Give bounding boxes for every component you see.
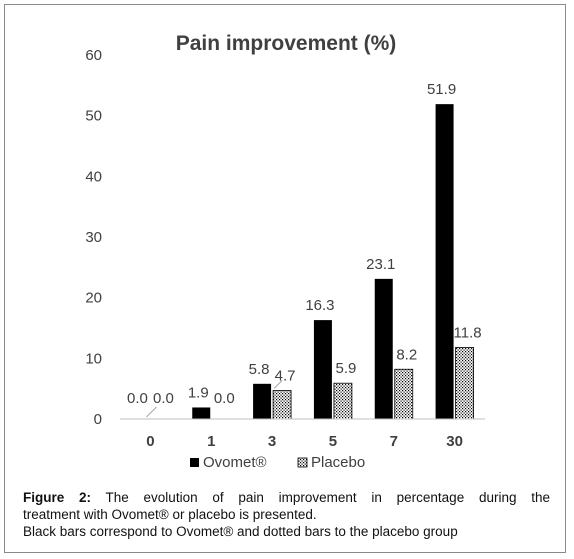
bar-ovomet bbox=[435, 104, 454, 419]
caption-line-2: treatment with Ovomet® or placebo is pre… bbox=[23, 507, 317, 522]
data-labels: 0.0 0.0 1.9 0.0 5.8 4.7 16.3 5.9 23.1 8.2 51.9 11.8 bbox=[127, 81, 482, 418]
data-label-placebo: 0.0 bbox=[214, 390, 235, 407]
data-label-placebo: 0.0 bbox=[153, 390, 174, 407]
figure-label: Figure 2: bbox=[23, 490, 92, 505]
bar-placebo bbox=[272, 390, 292, 420]
y-tick-label: 60 bbox=[85, 47, 102, 64]
legend-label-ovomet: Ovomet® bbox=[203, 454, 267, 471]
y-tick-label: 20 bbox=[85, 290, 102, 307]
legend-label-placebo: Placebo bbox=[311, 454, 365, 471]
x-tick-label: 3 bbox=[268, 433, 276, 450]
legend-swatch-placebo bbox=[297, 457, 308, 468]
data-label-ovomet: 0.0 bbox=[127, 390, 148, 407]
x-tick-label: 1 bbox=[207, 433, 215, 450]
bar-placebo bbox=[333, 382, 353, 420]
y-tick-label: 30 bbox=[85, 229, 102, 246]
data-label-ovomet: 23.1 bbox=[366, 256, 395, 273]
x-tick-label: 7 bbox=[390, 433, 398, 450]
data-label-placebo: 4.7 bbox=[275, 367, 296, 384]
caption-text-1: The evolution of pain improvement in per… bbox=[105, 490, 550, 505]
x-tick-label: 0 bbox=[146, 433, 154, 450]
y-axis-ticks: 0 10 20 30 40 50 60 bbox=[85, 47, 102, 428]
label-leader-line bbox=[146, 406, 157, 418]
x-tick-label: 5 bbox=[329, 433, 337, 450]
bar-ovomet bbox=[313, 320, 332, 419]
label-leader-line bbox=[273, 380, 283, 389]
figure-caption: Figure 2: The evolution of pain improvem… bbox=[23, 489, 550, 540]
data-label-ovomet: 16.3 bbox=[305, 297, 334, 314]
legend: Ovomet® Placebo bbox=[190, 454, 365, 471]
data-label-placebo: 8.2 bbox=[396, 346, 417, 363]
y-tick-label: 50 bbox=[85, 108, 102, 125]
data-label-placebo: 5.9 bbox=[335, 360, 356, 377]
y-tick-label: 10 bbox=[85, 350, 102, 367]
y-tick-label: 0 bbox=[94, 411, 102, 428]
y-tick-label: 40 bbox=[85, 168, 102, 185]
legend-swatch-ovomet bbox=[190, 458, 199, 467]
figure-frame bbox=[4, 4, 566, 553]
x-axis-ticks: 0 1 3 5 7 30 bbox=[146, 433, 463, 450]
caption-line-3: Black bars correspond to Ovomet® and dot… bbox=[23, 524, 458, 539]
data-label-ovomet: 5.8 bbox=[249, 361, 270, 378]
bar-ovomet bbox=[253, 383, 272, 419]
bar-ovomet bbox=[192, 407, 211, 419]
caption-line-1: Figure 2: The evolution of pain improvem… bbox=[23, 489, 550, 506]
bar-placebo bbox=[394, 368, 414, 420]
data-label-ovomet: 51.9 bbox=[427, 81, 456, 98]
bars bbox=[192, 104, 474, 420]
data-label-placebo: 11.8 bbox=[454, 324, 482, 341]
chart-title: Pain improvement (%) bbox=[176, 32, 397, 55]
x-tick-label: 30 bbox=[446, 433, 463, 450]
data-label-ovomet: 1.9 bbox=[188, 384, 209, 401]
bar-placebo bbox=[455, 347, 474, 420]
bar-ovomet bbox=[374, 278, 393, 419]
